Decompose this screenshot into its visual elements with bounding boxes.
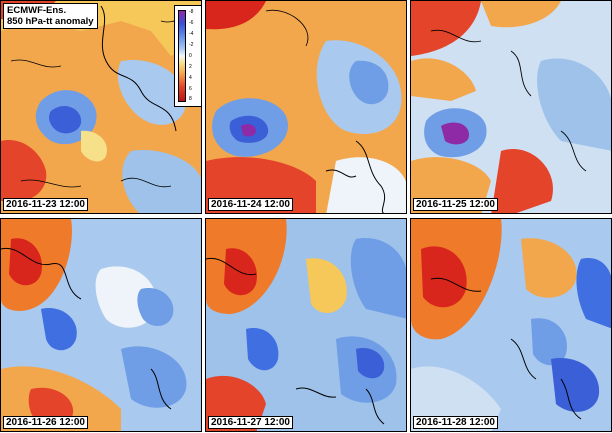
panel-date-label: 2016-11-25 12:00 [413,198,498,211]
legend-tick: -6 [189,20,194,26]
map-panel: 2016-11-24 12:00 [205,0,407,214]
temperature-anomaly-field [1,219,201,431]
legend-tick: -4 [189,31,194,37]
legend-tick: -2 [189,42,194,48]
map-panel: ECMWF-Ens. 850 hPa-tt anomaly -8 -6 -4 -… [0,0,202,214]
legend-tick: 8 [189,96,192,102]
color-scale-legend: -8 -6 -4 -2 0 2 4 6 8 [174,5,201,107]
color-scale-bar [178,10,186,102]
temperature-anomaly-field [1,1,201,213]
temperature-anomaly-field [206,1,406,213]
field-name: 850 hPa-tt anomaly [7,16,94,27]
panel-date-label: 2016-11-28 12:00 [413,416,498,429]
legend-tick: 2 [189,64,192,70]
map-panel: 2016-11-25 12:00 [410,0,612,214]
legend-tick: 6 [189,86,192,92]
panel-date-label: 2016-11-26 12:00 [3,416,88,429]
legend-tick: 0 [189,53,192,59]
map-panel: 2016-11-26 12:00 [0,218,202,432]
map-panel: 2016-11-28 12:00 [410,218,612,432]
panel-date-label: 2016-11-24 12:00 [208,198,293,211]
temperature-anomaly-field [411,219,611,431]
temperature-anomaly-field [411,1,611,213]
legend-tick: 4 [189,75,192,81]
map-title-box: ECMWF-Ens. 850 hPa-tt anomaly [3,3,98,29]
panel-date-label: 2016-11-23 12:00 [3,198,88,211]
panel-date-label: 2016-11-27 12:00 [208,416,293,429]
model-name: ECMWF-Ens. [7,5,67,16]
legend-tick: -8 [189,9,194,15]
map-panel: 2016-11-27 12:00 [205,218,407,432]
temperature-anomaly-field [206,219,406,431]
